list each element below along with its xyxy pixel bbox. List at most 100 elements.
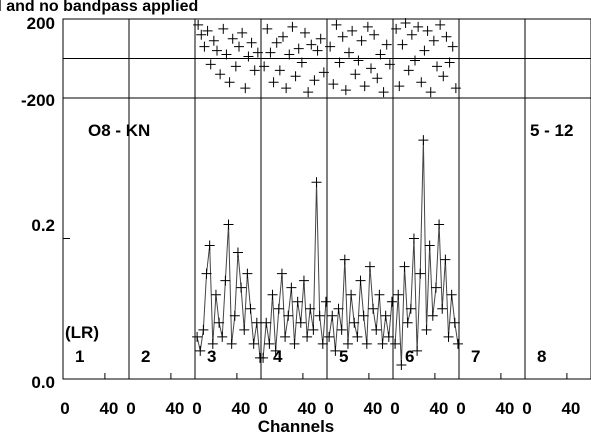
phase-point — [237, 27, 248, 38]
phase-point — [318, 67, 329, 78]
x-tick-label: 40 — [297, 399, 316, 418]
amplitude-point — [427, 310, 438, 321]
amplitude-point — [242, 268, 253, 279]
phase-point — [438, 71, 449, 82]
phase-point — [312, 45, 323, 56]
phase-point — [369, 29, 380, 40]
amplitude-point — [207, 338, 218, 349]
phase-point — [340, 85, 351, 96]
amplitude-point — [192, 331, 203, 342]
amplitude-point — [317, 338, 328, 349]
amplitude-point — [380, 310, 391, 321]
amplitude-point — [305, 303, 316, 314]
phase-point — [243, 51, 254, 62]
phase-point — [265, 47, 276, 58]
amplitude-point — [402, 317, 413, 328]
phase-point — [249, 65, 260, 76]
phase-point — [208, 35, 219, 46]
amplitude-point — [327, 310, 338, 321]
amplitude-point — [399, 261, 410, 272]
phase-point — [435, 19, 446, 30]
phase-point — [406, 29, 417, 40]
amplitude-point — [283, 310, 294, 321]
amplitude-point — [217, 331, 228, 342]
amplitude-point — [286, 282, 297, 293]
phase-point — [325, 41, 336, 52]
amplitude-point — [302, 331, 313, 342]
phase-point — [281, 83, 292, 94]
amplitude-point — [195, 345, 206, 356]
baseline-label: O8 - KN — [88, 121, 150, 140]
phase-point — [400, 17, 411, 28]
phase-point — [315, 33, 326, 44]
phase-point — [334, 57, 345, 68]
phase-point — [372, 73, 383, 84]
phase-point — [391, 23, 402, 34]
phase-point — [347, 25, 358, 36]
panel-index-label: 2 — [141, 347, 150, 366]
amplitude-point — [245, 303, 256, 314]
phase-point — [287, 21, 298, 32]
panel-index-label: 7 — [471, 347, 480, 366]
amplitude-point — [229, 310, 240, 321]
amplitude-point — [415, 268, 426, 279]
amplitude-point — [236, 282, 247, 293]
phase-point — [262, 23, 273, 34]
phase-point — [221, 49, 232, 60]
amp-tick-label-mid: 0.2 — [31, 216, 55, 235]
amplitude-point — [276, 268, 287, 279]
amplitude-point — [226, 338, 237, 349]
amplitude-point — [393, 289, 404, 300]
x-tick-label: 40 — [363, 399, 382, 418]
x-tick-label: 40 — [561, 399, 580, 418]
phase-point — [293, 43, 304, 54]
phase-point — [224, 77, 235, 88]
chart-title-fragment: d and no bandpass applied — [0, 0, 198, 15]
phase-point — [444, 57, 455, 68]
amplitude-point — [443, 331, 454, 342]
x-tick-label: 40 — [165, 399, 184, 418]
phase-tick-label-top: 200 — [27, 14, 55, 33]
amplitude-point — [349, 317, 360, 328]
x-tick-label: 0 — [60, 399, 69, 418]
phase-point — [268, 77, 279, 88]
amplitude-point — [201, 268, 212, 279]
amp-tick-label-zero: 0.0 — [31, 373, 55, 392]
phase-tick-label-bottom: -200 — [21, 91, 55, 110]
amplitude-point — [412, 345, 423, 356]
phase-point — [259, 61, 270, 72]
amplitude-point — [204, 240, 215, 251]
phase-point — [271, 37, 282, 48]
amplitude-point — [358, 310, 369, 321]
panel-index-label: 5 — [339, 347, 348, 366]
amplitude-point — [270, 345, 281, 356]
amplitude-point — [440, 254, 451, 265]
panel-index-label: 6 — [405, 347, 414, 366]
phase-point — [344, 47, 354, 58]
amplitude-series-line — [196, 224, 261, 358]
amplitude-point — [280, 331, 291, 342]
amplitude-point — [446, 289, 457, 300]
phase-point — [359, 81, 370, 92]
phase-point — [196, 29, 207, 40]
amplitude-point — [251, 317, 262, 328]
phase-point — [362, 21, 373, 32]
phase-point — [212, 45, 222, 56]
phase-point — [193, 19, 204, 30]
amplitude-point — [220, 275, 231, 286]
phase-point — [284, 49, 295, 60]
phase-point — [441, 31, 452, 42]
amplitude-point — [408, 233, 419, 244]
phase-point — [202, 25, 213, 36]
amplitude-point — [352, 331, 363, 342]
phase-point — [425, 87, 436, 98]
phase-point — [403, 65, 414, 76]
amplitude-point — [330, 345, 341, 356]
phase-point — [303, 87, 314, 98]
amplitude-point — [371, 324, 382, 335]
amplitude-point — [264, 338, 275, 349]
phase-point — [350, 69, 361, 80]
x-tick-label: 0 — [522, 399, 531, 418]
amplitude-point — [364, 261, 375, 272]
amplitude-point — [311, 177, 322, 188]
